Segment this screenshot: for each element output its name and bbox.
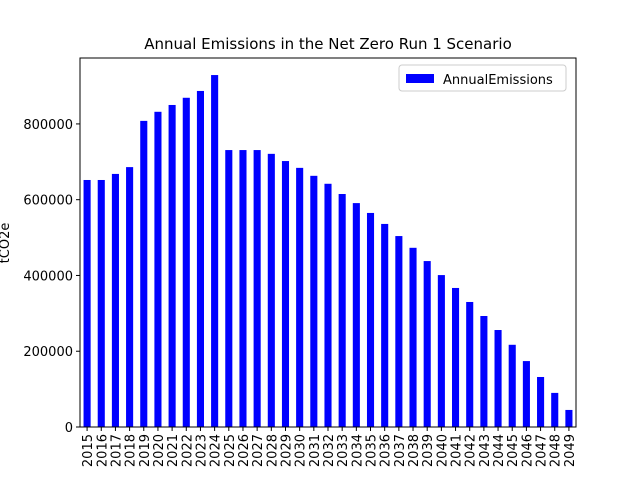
bar [196, 90, 204, 427]
x-tick-label: 2044 [492, 434, 507, 467]
bar [565, 409, 573, 427]
x-tick-label: 2027 [251, 434, 266, 467]
bar [537, 376, 545, 427]
bar [551, 392, 559, 427]
y-axis-label: tCO2e [0, 223, 13, 264]
x-tick-label: 2022 [180, 434, 195, 467]
bar [423, 261, 431, 427]
bar [395, 236, 403, 427]
x-tick-label: 2045 [506, 434, 521, 467]
x-tick-label: 2042 [464, 434, 479, 467]
x-tick-label: 2021 [166, 434, 181, 467]
x-tick-label: 2036 [379, 434, 394, 467]
bar [126, 167, 134, 427]
bar [508, 344, 516, 427]
bar [253, 150, 261, 427]
x-tick-label: 2047 [535, 434, 550, 467]
x-tick-label: 2046 [520, 434, 535, 467]
bar [352, 203, 360, 427]
bar [97, 179, 105, 427]
y-tick-label: 600000 [23, 194, 73, 209]
bar [381, 223, 389, 427]
x-tick-label: 2034 [350, 434, 365, 467]
x-tick-label: 2049 [563, 434, 578, 467]
x-tick-label: 2016 [95, 434, 110, 467]
bar [409, 247, 417, 427]
bar [466, 301, 474, 427]
axes-frame [79, 57, 577, 428]
x-tick-label: 2033 [336, 434, 351, 467]
x-tick-label: 2020 [152, 434, 167, 467]
bar [239, 150, 247, 427]
bar [324, 183, 332, 427]
x-tick-label: 2038 [407, 434, 422, 467]
bar [338, 194, 346, 427]
bar [366, 212, 375, 427]
bar [494, 330, 502, 427]
chart-title: Annual Emissions in the Net Zero Run 1 S… [144, 35, 512, 53]
legend-label: AnnualEmissions [443, 73, 553, 88]
x-tick-label: 2017 [109, 434, 124, 467]
x-tick-label: 2043 [478, 434, 493, 467]
x-tick-label: 2039 [421, 434, 436, 467]
x-tick-label: 2037 [393, 434, 408, 467]
x-tick-label: 2023 [194, 434, 209, 467]
x-tick-label: 2024 [209, 434, 224, 467]
bar [480, 315, 488, 427]
x-tick-label: 2048 [549, 434, 564, 467]
bar [281, 161, 290, 427]
bar [225, 150, 233, 427]
x-tick-label: 2035 [365, 434, 380, 467]
x-tick-label: 2029 [279, 434, 294, 467]
bar [310, 175, 318, 427]
x-tick-label: 2032 [322, 434, 337, 467]
x-tick-label: 2041 [450, 434, 465, 467]
bar [437, 275, 445, 427]
bar [83, 179, 91, 427]
x-tick-label: 2030 [294, 434, 309, 467]
bar [296, 167, 304, 428]
bar [154, 111, 162, 427]
y-tick-label: 200000 [23, 345, 73, 360]
x-tick-label: 2018 [124, 434, 139, 467]
bar [267, 153, 275, 428]
y-tick-label: 0 [65, 421, 73, 436]
x-tick-label: 2019 [138, 434, 153, 467]
legend-box [398, 64, 567, 92]
bar [211, 75, 219, 428]
legend-swatch [406, 74, 434, 83]
bar [111, 173, 119, 427]
y-tick-label: 800000 [23, 118, 73, 133]
x-tick-label: 2025 [223, 434, 238, 467]
bar [140, 120, 148, 428]
bar [522, 361, 530, 427]
x-tick-label: 2026 [237, 434, 252, 467]
y-tick-label: 400000 [23, 269, 73, 284]
x-tick-label: 2015 [81, 434, 96, 467]
bar [182, 97, 190, 427]
bar [452, 287, 460, 427]
x-tick-label: 2028 [265, 434, 280, 467]
x-tick-label: 2031 [308, 434, 323, 467]
bar [168, 104, 176, 427]
x-tick-label: 2040 [435, 434, 450, 467]
